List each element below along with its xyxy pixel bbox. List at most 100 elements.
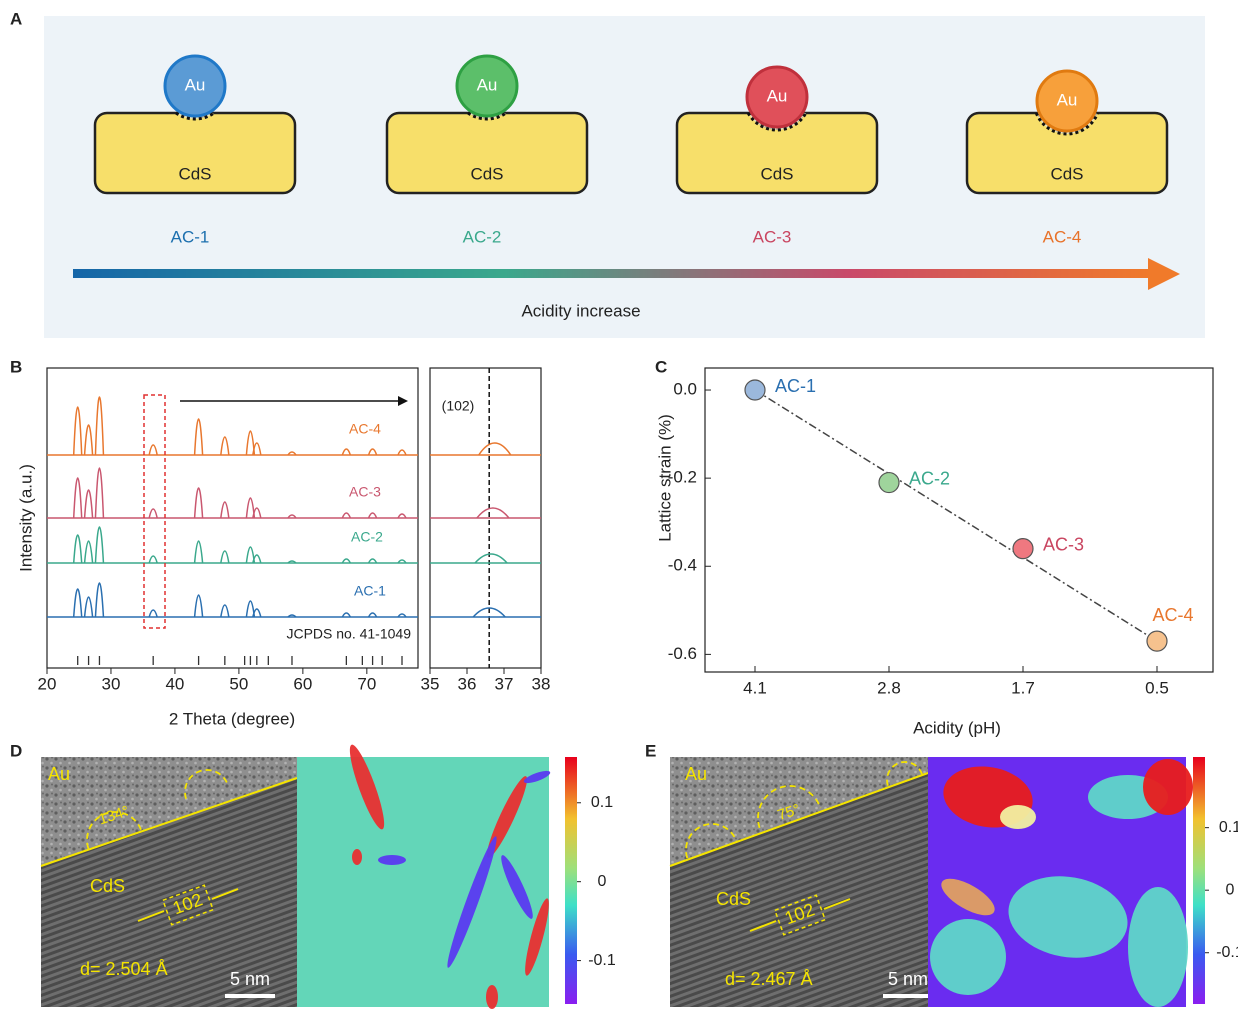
panel-label: B [10, 357, 22, 376]
x-tick-label: 1.7 [1011, 678, 1035, 697]
plot-frame [705, 368, 1213, 672]
au-label: Au [767, 86, 788, 105]
xrd-peak [74, 407, 82, 455]
xrd-peak [195, 488, 203, 518]
sample-label: AC-3 [753, 227, 792, 246]
y-axis-label: Lattice strain (%) [655, 414, 674, 542]
x-axis-label: 2 Theta (degree) [169, 709, 295, 728]
y-tick-label: 0.0 [673, 380, 697, 399]
xrd-peak [195, 595, 203, 617]
xrd-peak [95, 468, 103, 518]
xrd-peak [149, 556, 157, 563]
colorbar [565, 757, 577, 1004]
xrd-peak [149, 610, 157, 617]
au-label: Au [685, 764, 707, 784]
y-tick-label: -0.4 [668, 556, 697, 575]
colorbar [1193, 757, 1205, 1004]
y-axis-label: Intensity (a.u.) [16, 464, 35, 572]
panel-label: A [10, 9, 22, 28]
colorbar-tick-label: 0.1 [1219, 819, 1238, 836]
xrd-peak [85, 597, 93, 617]
highlight-box [144, 395, 165, 628]
x-tick-label: 38 [532, 674, 551, 693]
cds-label: CdS [90, 876, 125, 896]
sample-label: AC-4 [1043, 227, 1082, 246]
x-tick-label: 70 [357, 674, 376, 693]
d-spacing: d= 2.467 Å [725, 969, 813, 989]
xrd-peak [221, 605, 229, 617]
xrd-peak [221, 437, 229, 455]
fit-line [755, 390, 1157, 641]
strain-feature [1000, 805, 1036, 829]
au-label: Au [1057, 90, 1078, 109]
sample-label: AC-2 [463, 227, 502, 246]
strain-feature [930, 919, 1006, 995]
x-tick-label: 40 [165, 674, 184, 693]
cds-label: CdS [178, 164, 211, 183]
d-spacing: d= 2.504 Å [80, 959, 168, 979]
xrd-peak [369, 449, 377, 455]
shift-arrow-head [398, 396, 408, 406]
data-point [1147, 631, 1167, 651]
cds-label: CdS [1050, 164, 1083, 183]
acidity-arrow [73, 269, 1151, 278]
x-tick-label: 60 [293, 674, 312, 693]
strain-feature [352, 849, 362, 865]
inset-peak [477, 508, 509, 518]
colorbar-tick-label: -0.1 [1216, 944, 1238, 961]
colorbar-tick-label: 0 [1226, 881, 1235, 898]
colorbar-tick-label: 0 [598, 873, 607, 890]
xrd-peak [342, 449, 350, 455]
y-tick-label: -0.6 [668, 644, 697, 663]
au-label: Au [48, 764, 70, 784]
au-label: Au [477, 75, 498, 94]
series-label: AC-2 [351, 529, 383, 545]
inset-label: (102) [442, 398, 475, 414]
panel-label: E [645, 741, 656, 760]
colorbar-tick-label: -0.1 [588, 952, 616, 969]
arrow-label: Acidity increase [521, 301, 640, 320]
x-tick-label: 0.5 [1145, 678, 1169, 697]
x-tick-label: 4.1 [743, 678, 767, 697]
xrd-peak [95, 583, 103, 617]
panel-label: C [655, 357, 667, 376]
xrd-peak [74, 535, 82, 563]
point-label: AC-1 [775, 376, 816, 396]
cds-label: CdS [470, 164, 503, 183]
x-tick-label: 35 [421, 674, 440, 693]
point-label: AC-2 [909, 468, 950, 488]
xrd-peak [149, 509, 157, 518]
x-tick-label: 30 [102, 674, 121, 693]
data-point [745, 380, 765, 400]
strain-feature [1143, 759, 1193, 815]
data-point [1013, 539, 1033, 559]
panel-label: D [10, 741, 22, 760]
x-tick-label: 50 [229, 674, 248, 693]
x-tick-label: 20 [38, 674, 57, 693]
xrd-peak [95, 397, 103, 455]
sample-label: AC-1 [171, 227, 210, 246]
colorbar-tick-label: 0.1 [591, 794, 613, 811]
scale-label: 5 nm [230, 969, 270, 989]
series-label: AC-4 [349, 421, 381, 437]
data-point [879, 473, 899, 493]
point-label: AC-4 [1152, 605, 1193, 625]
inset-peak [479, 443, 511, 455]
x-tick-label: 37 [495, 674, 514, 693]
xrd-peak [85, 541, 93, 563]
xrd-peak [85, 490, 93, 518]
reference-label: JCPDS no. 41-1049 [286, 626, 411, 642]
cds-label: CdS [760, 164, 793, 183]
scale-label: 5 nm [888, 969, 928, 989]
series-label: AC-3 [349, 484, 381, 500]
au-label: Au [185, 75, 206, 94]
xrd-peak [221, 502, 229, 518]
xrd-peak [195, 541, 203, 563]
xrd-peak [149, 445, 157, 455]
x-tick-label: 36 [458, 674, 477, 693]
cds-label: CdS [716, 889, 751, 909]
xrd-peak [74, 478, 82, 518]
strain-feature [1128, 887, 1188, 1007]
